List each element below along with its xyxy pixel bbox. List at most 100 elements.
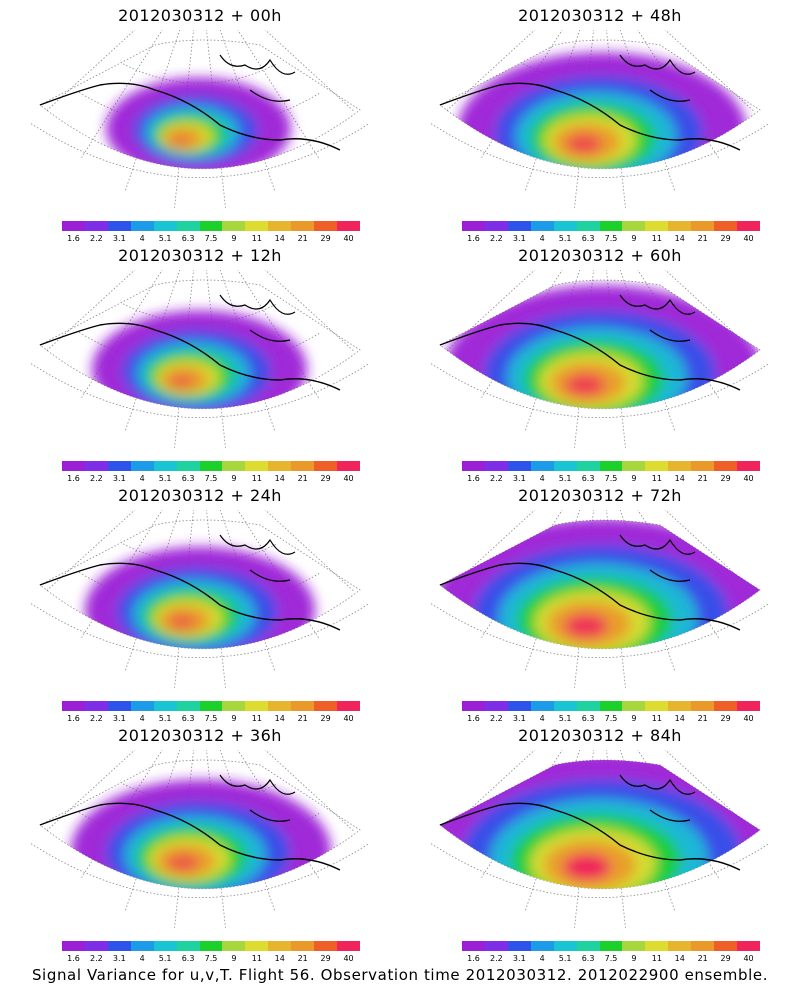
colorbar-swatch [599,221,623,231]
coastline [439,802,741,871]
colorbar-tick-label: 21 [297,474,308,483]
colorbar-swatch [668,221,692,231]
colorbar-tick-label: 4 [539,474,545,483]
colorbar-tick-label: 6.3 [181,954,195,963]
coastline [439,322,741,391]
polar-map [430,510,770,688]
colorbar-swatch [199,701,223,711]
colorbar-tick-label: 14 [674,234,685,243]
colorbar-swatch [622,941,646,951]
colorbar-tick-label: 2.2 [90,234,103,243]
colorbar-swatch [553,461,577,471]
colorbar-tick-label: 21 [697,474,708,483]
colorbar-tick-label: 7.5 [604,954,618,963]
panel-title: 2012030312 + 72h [518,486,682,505]
colorbar-tick-label: 7.5 [204,954,218,963]
colorbar-ticks: 1.6 2.2 3.1 4 5.1 6.3 7.5 9 11 14 21 29 40 [62,954,360,966]
colorbar-tick-label: 29 [720,474,731,483]
arctic-islands [219,774,296,822]
colorbar-tick-label: 6.3 [181,234,195,243]
coastline [39,802,341,871]
map-panel: 2012030312 + 36h 1.6 2.2 3.1 4 5.1 6.3 7.5 9 11 14… [0,720,400,963]
colorbar-tick-label: 4 [139,474,145,483]
colorbar-swatch [507,221,531,231]
colorbar-tick-label: 2.2 [490,234,503,243]
colorbar-swatch [530,461,554,471]
colorbar-swatch [84,941,108,951]
colorbar-tick-label: 14 [274,954,285,963]
colorbar-tick-label: 5.1 [558,234,572,243]
colorbar-tick-label: 1.6 [67,234,80,243]
colorbar [62,941,360,951]
colorbar-ticks: 1.6 2.2 3.1 4 5.1 6.3 7.5 9 11 14 21 29 40 [62,714,360,726]
colorbar-swatch [62,701,85,711]
colorbar-swatch [107,461,131,471]
map-panel: 2012030312 + 12h 1.6 2.2 3.1 4 5.1 6.3 7.5 9 11 14… [0,240,400,483]
colorbar-tick-label: 9 [631,954,637,963]
colorbar-tick-label: 40 [343,714,354,723]
colorbar-tick-label: 7.5 [204,234,218,243]
colorbar-tick-label: 40 [343,954,354,963]
colorbar-swatch [530,941,554,951]
colorbar-swatch [291,701,315,711]
colorbar-tick-label: 11 [651,714,662,723]
map-panel: 2012030312 + 00h 1.6 2.2 3.1 4 5.1 6.3 7.5 9 11 14… [0,0,400,243]
colorbar-tick-label: 2.2 [90,474,103,483]
arctic-islands [619,774,696,822]
variance-field [92,310,307,409]
colorbar-swatch [737,461,760,471]
colorbar-tick-label: 3.1 [512,714,526,723]
colorbar-tick-label: 2.2 [490,714,503,723]
colorbar-tick-label: 1.6 [467,474,480,483]
colorbar-swatch [530,221,554,231]
colorbar-swatch [553,941,577,951]
colorbar-swatch [268,461,292,471]
colorbar-swatch [245,221,269,231]
colorbar-swatch [153,221,177,231]
colorbar [462,221,760,231]
colorbar-swatch [691,461,715,471]
colorbar-tick-label: 4 [539,234,545,243]
colorbar-swatch [222,461,246,471]
colorbar-tick-label: 7.5 [204,714,218,723]
colorbar-tick-label: 9 [231,234,237,243]
colorbar-swatch [599,701,623,711]
colorbar-tick-label: 14 [274,714,285,723]
colorbar-swatch [268,221,292,231]
colorbar-tick-label: 11 [251,234,262,243]
colorbar-ticks: 1.6 2.2 3.1 4 5.1 6.3 7.5 9 11 14 21 29 40 [62,234,360,246]
colorbar-tick-label: 6.3 [581,714,595,723]
colorbar-swatch [314,701,338,711]
colorbar [62,701,360,711]
colorbar-tick-label: 1.6 [67,954,80,963]
colorbar-ticks: 1.6 2.2 3.1 4 5.1 6.3 7.5 9 11 14 21 29 40 [62,474,360,486]
colorbar-tick-label: 40 [743,954,754,963]
arctic-islands [619,294,696,342]
colorbar-tick-label: 29 [320,954,331,963]
colorbar-swatch [245,701,269,711]
colorbar-swatch [62,221,85,231]
colorbar-tick-label: 6.3 [181,474,195,483]
colorbar-tick-label: 11 [251,474,262,483]
polar-map [30,750,370,928]
colorbar-swatch [484,221,508,231]
colorbar-swatch [507,461,531,471]
colorbar-ticks: 1.6 2.2 3.1 4 5.1 6.3 7.5 9 11 14 21 29 40 [462,474,760,486]
colorbar-tick-label: 11 [651,234,662,243]
colorbar-swatch [337,221,360,231]
colorbar-tick-label: 5.1 [158,234,172,243]
colorbar-swatch [576,941,600,951]
colorbar-swatch [62,941,85,951]
colorbar-tick-label: 29 [720,714,731,723]
polar-map [30,510,370,688]
colorbar-swatch [107,221,131,231]
colorbar-tick-label: 5.1 [158,474,172,483]
colorbar-tick-label: 1.6 [467,954,480,963]
polar-map [30,30,370,208]
colorbar-swatch [691,941,715,951]
colorbar-swatch [222,221,246,231]
coastline [39,82,341,151]
colorbar-swatch [245,461,269,471]
colorbar-tick-label: 9 [231,714,237,723]
panel-title: 2012030312 + 84h [518,726,682,745]
